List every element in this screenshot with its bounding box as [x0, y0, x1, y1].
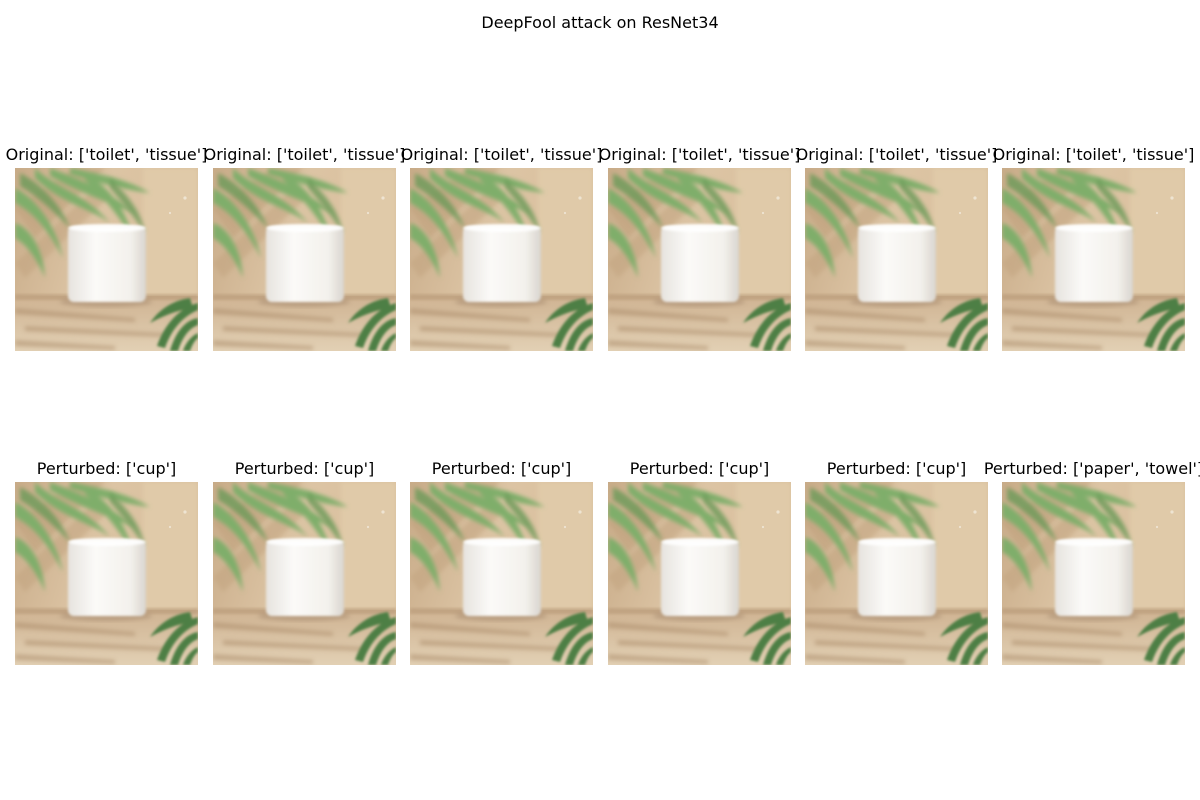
- original-panel-1: Original: ['toilet', 'tissue']: [6, 145, 207, 351]
- toilet-paper-image: [608, 482, 791, 665]
- perturbed-panel-4: Perturbed: ['cup']: [608, 459, 791, 665]
- perturbed-panel-5: Perturbed: ['cup']: [805, 459, 988, 665]
- original-panel-2: Original: ['toilet', 'tissue']: [204, 145, 405, 351]
- toilet-paper-image: [1002, 482, 1185, 665]
- original-panel-3: Original: ['toilet', 'tissue']: [401, 145, 602, 351]
- original-panel-4: Original: ['toilet', 'tissue']: [599, 145, 800, 351]
- original-panel-5: Original: ['toilet', 'tissue']: [796, 145, 997, 351]
- toilet-paper-image: [213, 482, 396, 665]
- toilet-paper-image: [213, 168, 396, 351]
- toilet-paper-image: [15, 482, 198, 665]
- toilet-paper-image: [410, 168, 593, 351]
- panel-title: Perturbed: ['cup']: [234, 459, 375, 478]
- panel-title: Perturbed: ['cup']: [36, 459, 177, 478]
- perturbed-panel-2: Perturbed: ['cup']: [213, 459, 396, 665]
- figure-title: DeepFool attack on ResNet34: [481, 13, 719, 32]
- toilet-paper-image: [1002, 168, 1185, 351]
- panel-title: Original: ['toilet', 'tissue']: [992, 145, 1195, 164]
- panel-title: Perturbed: ['paper', 'towel']: [983, 459, 1200, 478]
- toilet-paper-image: [608, 168, 791, 351]
- original-panel-6: Original: ['toilet', 'tissue']: [993, 145, 1194, 351]
- toilet-paper-image: [805, 168, 988, 351]
- panel-title: Perturbed: ['cup']: [826, 459, 967, 478]
- panel-title: Original: ['toilet', 'tissue']: [400, 145, 603, 164]
- perturbed-panel-1: Perturbed: ['cup']: [15, 459, 198, 665]
- toilet-paper-image: [410, 482, 593, 665]
- toilet-paper-image: [805, 482, 988, 665]
- toilet-paper-image: [15, 168, 198, 351]
- panel-title: Original: ['toilet', 'tissue']: [598, 145, 801, 164]
- panel-title: Original: ['toilet', 'tissue']: [203, 145, 406, 164]
- panel-title: Perturbed: ['cup']: [629, 459, 770, 478]
- panel-title: Original: ['toilet', 'tissue']: [5, 145, 208, 164]
- perturbed-panel-3: Perturbed: ['cup']: [410, 459, 593, 665]
- panel-title: Perturbed: ['cup']: [431, 459, 572, 478]
- perturbed-panel-6: Perturbed: ['paper', 'towel']: [984, 459, 1200, 665]
- panel-title: Original: ['toilet', 'tissue']: [795, 145, 998, 164]
